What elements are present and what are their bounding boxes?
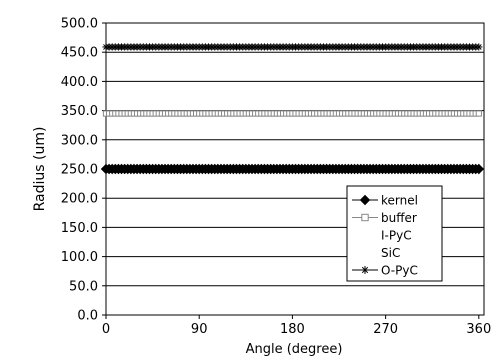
- legend-item-i-pyc: I-PyC: [381, 229, 412, 243]
- x-tick-label: 0: [102, 322, 110, 337]
- y-tick-label: 100.0: [61, 250, 98, 265]
- series-kernel: [100, 163, 485, 175]
- y-tick-label: 0.0: [77, 309, 98, 324]
- x-tick-label: 360: [466, 322, 491, 337]
- legend-item-kernel: kernel: [352, 194, 418, 208]
- legend-item-sic: SiC: [381, 246, 400, 260]
- x-tick-labels: 0 90 180 270 360: [102, 322, 491, 337]
- marker-diamond: [359, 194, 371, 206]
- x-axis-label: Angle (degree): [246, 342, 343, 357]
- legend-label: O-PyC: [381, 264, 418, 278]
- y-tick-labels: 0.0 50.0 100.0 150.0 200.0 250.0 300.0 350.0 400…: [61, 17, 98, 324]
- marker-square: [475, 110, 482, 117]
- y-tick-label: 450.0: [61, 46, 98, 61]
- y-tick-label: 350.0: [61, 104, 98, 119]
- y-tick-label: 200.0: [61, 192, 98, 207]
- y-tick-label: 500.0: [61, 17, 98, 32]
- legend-item-buffer: buffer: [352, 211, 417, 225]
- y-tick-label: 50.0: [69, 279, 98, 294]
- legend-label: kernel: [381, 194, 418, 208]
- legend-label: SiC: [381, 246, 400, 260]
- series-buffer: [102, 110, 482, 117]
- marker-asterisk: [475, 43, 483, 51]
- marker-square: [361, 213, 369, 222]
- x-tick-label: 270: [373, 322, 398, 337]
- legend-label: buffer: [381, 211, 417, 225]
- marker-asterisk: [361, 266, 369, 274]
- x-tick-label: 90: [191, 322, 208, 337]
- marker-diamond: [473, 163, 485, 175]
- series-group: [100, 43, 485, 175]
- legend-label: I-PyC: [381, 229, 412, 243]
- y-tick-label: 300.0: [61, 133, 98, 148]
- y-tick-label: 150.0: [61, 221, 98, 236]
- legend-item-o-pyc: O-PyC: [352, 264, 418, 278]
- y-tick-label: 250.0: [61, 163, 98, 178]
- y-axis-label: Radius (um): [32, 127, 48, 212]
- series-o-pyc: [102, 43, 483, 51]
- y-tick-label: 400.0: [61, 75, 98, 90]
- x-tick-label: 180: [280, 322, 305, 337]
- legend: kernel buffer I-PyC SiC O-PyC: [346, 185, 443, 282]
